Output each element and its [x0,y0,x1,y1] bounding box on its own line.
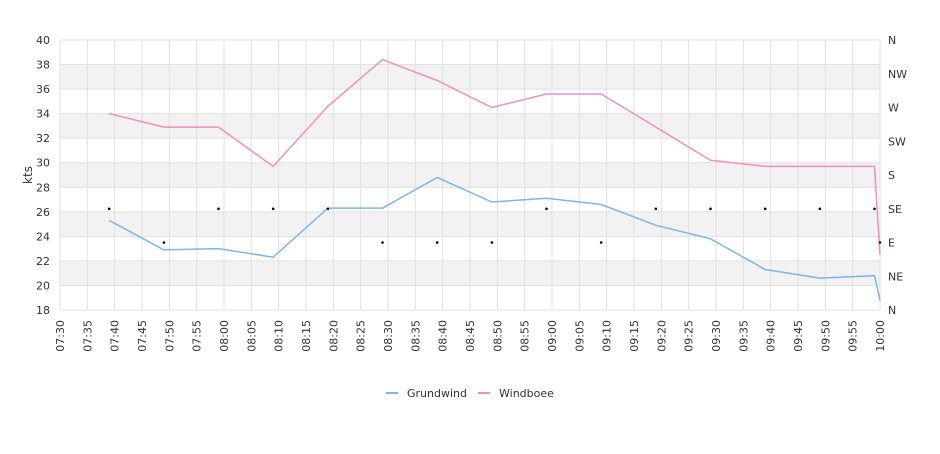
y-axis-label: kts [21,166,35,184]
x-tick-label: 09:05 [573,320,586,352]
direction-tick-label: E [888,237,895,250]
y-tick-label: 40 [36,34,50,47]
y-tick-label: 36 [36,83,50,96]
direction-tick-label: W [888,102,899,115]
y-tick-label: 26 [36,206,50,219]
y-tick-label: 38 [36,59,50,72]
y-tick-label: 24 [36,230,50,243]
direction-tick-label: NE [888,270,903,283]
direction-point [326,207,330,211]
x-tick-label: 08:50 [491,320,504,352]
y-tick-label: 30 [36,157,50,170]
x-tick-label: 09:55 [847,320,860,352]
y-tick-label: 22 [36,255,50,268]
x-tick-label: 08:05 [245,320,258,352]
direction-point [435,241,439,244]
direction-point [818,207,822,211]
direction-point [545,207,548,211]
x-tick-label: 09:15 [628,320,641,352]
x-tick-label: 09:40 [765,320,778,352]
x-tick-label: 09:45 [792,320,805,352]
direction-point [878,241,882,244]
legend-label: Grundwind [407,387,467,400]
direction-tick-label: SE [888,203,902,216]
x-tick-label: 07:55 [191,320,204,352]
legend: Grundwind Windboee [386,387,554,400]
x-tick-label: 08:45 [464,320,477,352]
x-tick-label: 08:35 [409,320,422,352]
x-tick-label: 08:30 [382,320,395,352]
y-tick-label: 18 [36,304,50,317]
x-tick-label: 09:30 [710,320,723,352]
direction-point [271,207,275,211]
direction-point [709,207,712,211]
direction-point [873,207,876,211]
x-tick-label: 07:40 [109,320,122,352]
legend-label: Windboee [499,387,554,400]
x-tick-label: 07:50 [163,320,176,352]
direction-tick-label: N [888,304,896,317]
x-tick-label: 08:10 [273,320,286,352]
x-tick-label: 07:35 [81,320,94,352]
y-tick-label: 20 [36,279,50,292]
x-tick-label: 07:30 [54,320,67,352]
x-tick-label: 08:20 [327,320,340,352]
x-tick-label: 09:35 [737,320,750,352]
x-tick-label: 09:20 [655,320,668,352]
direction-point [381,241,384,244]
y-tick-label: 28 [36,181,50,194]
x-tick-label: 08:55 [519,320,532,352]
direction-point [162,241,166,244]
direction-tick-label: SW [888,135,906,148]
x-tick-label: 08:40 [437,320,450,352]
direction-point [654,207,658,211]
direction-point [107,207,111,211]
direction-tick-label: NW [888,68,907,81]
y-tick-label: 34 [36,108,50,121]
y-tick-label: 32 [36,132,50,145]
x-tick-label: 08:00 [218,320,231,352]
x-tick-label: 10:00 [874,320,887,352]
x-tick-label: 07:45 [136,320,149,352]
x-tick-label: 08:15 [300,320,313,352]
direction-tick-label: N [888,34,896,47]
direction-point [599,241,603,244]
x-tick-label: 09:25 [683,320,696,352]
direction-point [763,207,767,211]
x-tick-label: 08:25 [355,320,368,352]
series-line-windboee [109,58,881,255]
direction-tick-label: S [888,169,895,182]
series-line-grundwind [108,176,881,301]
x-tick-label: 09:00 [546,320,559,352]
x-tick-label: 09:50 [819,320,832,352]
direction-point [490,241,494,244]
direction-point [217,207,220,211]
x-tick-label: 09:10 [601,320,614,352]
